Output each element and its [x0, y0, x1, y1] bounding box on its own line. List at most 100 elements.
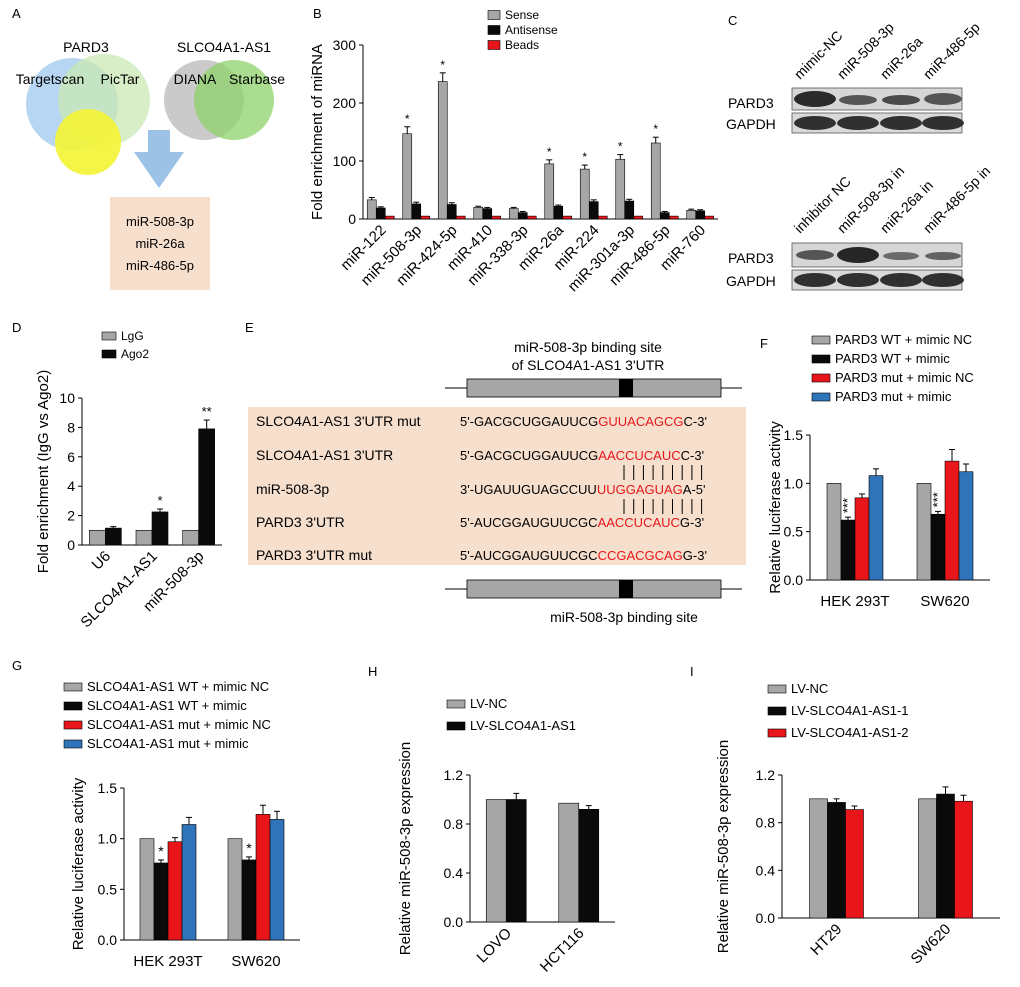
y-tick-label: 1.5: [784, 427, 804, 443]
panel-letter-e: E: [245, 320, 254, 335]
lane-label-mir486: miR-486-5p: [920, 19, 983, 82]
venn-intersection-circle: [55, 109, 121, 175]
bar: [485, 799, 507, 923]
y-tick-label: 100: [333, 153, 357, 169]
y-tick-label: 1.5: [98, 780, 118, 796]
significance-star: *: [653, 122, 658, 136]
y-tick-label: 0.5: [784, 524, 804, 540]
legend-label: Sense: [505, 8, 539, 22]
panel-letter-h: H: [368, 664, 377, 679]
bar: [553, 205, 564, 220]
venn-label-targetscan: Targetscan: [16, 71, 84, 87]
bar: [269, 819, 285, 941]
venn-result-3: miR-486-5p: [126, 258, 194, 273]
legend-swatch: [487, 10, 501, 20]
legend-label: SLCO4A1-AS1 mut + mimic NC: [87, 717, 271, 732]
bar: [167, 841, 183, 941]
legend-swatch: [767, 684, 787, 694]
bar: [384, 215, 395, 220]
bar: [255, 814, 271, 941]
panel-letter-i: I: [690, 664, 694, 679]
band: [837, 116, 879, 130]
legend-label: Beads: [505, 38, 539, 52]
bar: [446, 204, 457, 220]
x-tick-label: SW620: [908, 921, 955, 968]
significance-star: *: [157, 493, 162, 508]
bar: [227, 838, 243, 941]
y-tick-label: 1.0: [98, 831, 118, 847]
legend-label: PARD3 WT + mimic NC: [835, 332, 972, 347]
x-tick-label: HEK 293T: [133, 953, 202, 970]
bar: [588, 201, 599, 220]
significance-star: *: [158, 843, 164, 859]
legend-label: LV-NC: [470, 696, 507, 711]
band: [922, 116, 964, 130]
legend-swatch: [63, 739, 83, 749]
legend-swatch: [767, 706, 787, 716]
legend-swatch: [446, 699, 466, 709]
bar: [695, 210, 706, 220]
y-tick-label: 2: [67, 508, 75, 524]
band: [837, 247, 879, 263]
y-tick-label: 200: [333, 95, 357, 111]
bar: [954, 800, 973, 919]
x-tick-label: SW620: [231, 953, 280, 970]
bar: [544, 163, 555, 220]
sequence-text: 5'-AUCGGAUGUUCGCAACCUCAUCG-3': [460, 515, 704, 530]
legend-label: PARD3 mut + mimic: [835, 389, 952, 404]
binding-site-marker-bottom: [619, 580, 633, 598]
bar: [854, 497, 870, 581]
band: [882, 95, 920, 105]
bar: [482, 208, 493, 220]
venn-right-title: SLCO4A1-AS1: [177, 39, 271, 55]
legend-label: PARD3 mut + mimic NC: [835, 370, 974, 385]
panel-letter-c: C: [728, 13, 737, 28]
bar: [420, 215, 431, 220]
down-arrow-icon: [134, 130, 184, 188]
band: [839, 95, 877, 105]
top-binding-caption-line2: of SLCO4A1-AS1 3'UTR: [512, 357, 665, 373]
binding-site-marker-top: [619, 379, 633, 397]
legend-label: SLCO4A1-AS1 WT + mimic: [87, 698, 247, 713]
bar: [402, 133, 413, 220]
bar: [650, 142, 661, 220]
y-tick-label: 8: [67, 419, 75, 435]
y-tick-label: 0: [67, 537, 75, 553]
y-tick-label: 4: [67, 478, 75, 494]
bar: [936, 793, 955, 919]
x-tick-label: U6: [89, 548, 115, 574]
bar: [827, 802, 846, 919]
bar: [840, 519, 856, 581]
legend-label: LgG: [121, 329, 144, 343]
legend-swatch: [101, 331, 117, 341]
y-tick-label: 0.8: [444, 816, 464, 832]
bar: [198, 428, 215, 546]
y-tick-label: 0.5: [98, 881, 118, 897]
bar: [558, 802, 580, 923]
y-tick-label: 1.0: [784, 475, 804, 491]
y-axis-title: Fold enrichment (IgG vs Ago2): [35, 370, 52, 573]
y-tick-label: 6: [67, 449, 75, 465]
sequence-text: 5'-AUCGGAUGUUCGCCCGACGCAGG-3': [460, 548, 707, 563]
bar: [624, 200, 635, 220]
venn-label-pictar: PicTar: [101, 71, 140, 87]
legend-label: Antisense: [505, 23, 558, 37]
band: [880, 273, 922, 287]
legend-label: PARD3 WT + mimic: [835, 351, 950, 366]
significance-star: *: [618, 140, 623, 154]
bar: [597, 215, 608, 220]
bar: [918, 798, 937, 919]
sequence-text: 5'-GACGCUGGAUUCGAACCUCAUCC-3': [460, 448, 704, 463]
bar: [633, 215, 644, 220]
y-tick-label: 0.0: [756, 910, 776, 926]
sequence-rows: SLCO4A1-AS1 3'UTR mut 5'-GACGCUGGAUUCGGUU…: [256, 413, 707, 563]
y-tick-label: 1.2: [756, 767, 776, 783]
bar: [826, 483, 842, 581]
bar: [505, 799, 527, 923]
bar: [686, 210, 697, 220]
bar: [868, 475, 884, 581]
sequence-row-label: miR-508-3p: [256, 481, 329, 497]
band: [796, 250, 834, 260]
